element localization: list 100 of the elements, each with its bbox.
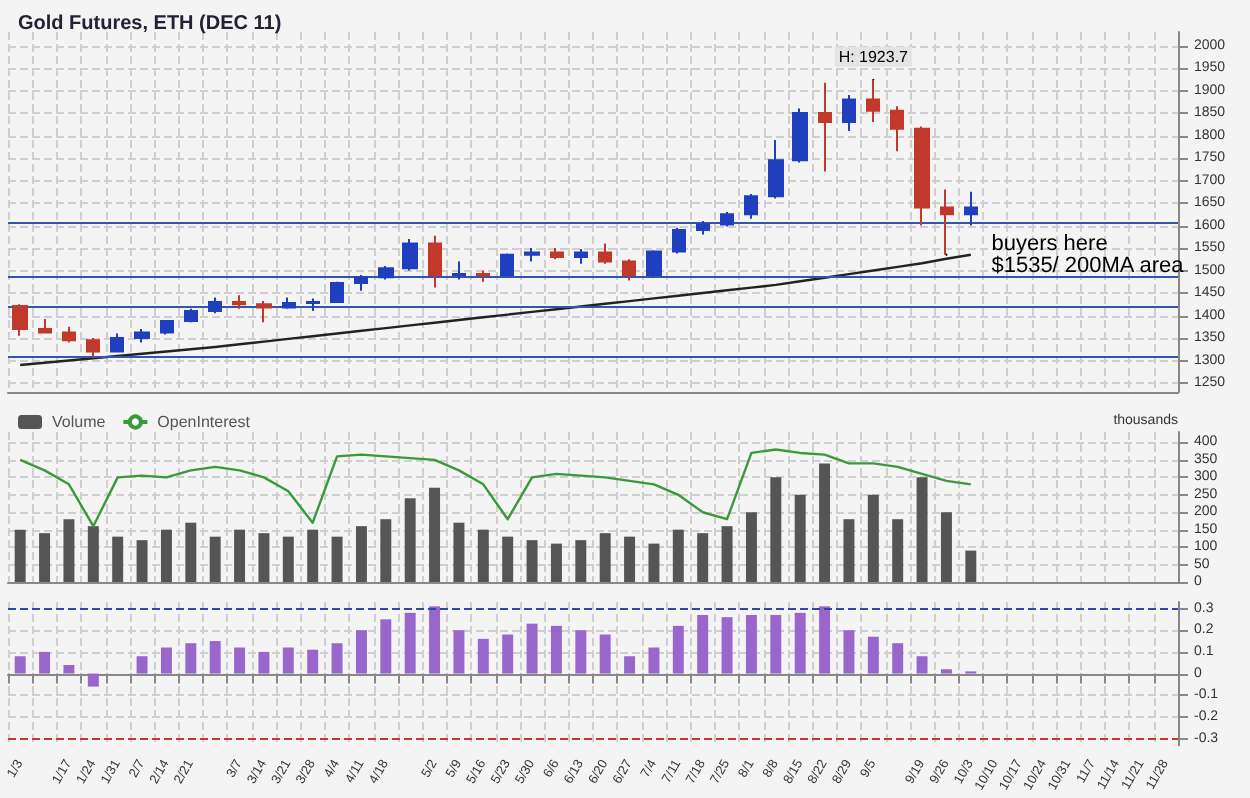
candlestick: [208, 296, 222, 315]
bar: [307, 649, 319, 674]
bar: [307, 529, 319, 582]
bar: [136, 656, 148, 674]
bar: [599, 533, 611, 582]
candlestick: [62, 325, 76, 344]
bar: [940, 512, 952, 582]
candlestick: [744, 193, 758, 220]
line-series: [18, 448, 973, 528]
bar: [87, 673, 99, 687]
bar: [819, 463, 831, 582]
bar: [892, 519, 904, 582]
bar: [258, 533, 270, 582]
bar: [136, 540, 148, 582]
candlestick: [354, 274, 368, 292]
candlestick: [160, 319, 174, 336]
candlestick: [452, 260, 466, 281]
bar: [965, 550, 977, 582]
candlestick: [282, 296, 296, 310]
bar: [234, 647, 246, 674]
bar: [355, 630, 367, 674]
candlestick: [818, 81, 832, 173]
bar: [745, 512, 757, 582]
legend-label: OpenInterest: [157, 413, 252, 431]
bar: [185, 522, 197, 582]
chart-title: Gold Futures, ETH (DEC 11): [18, 13, 282, 35]
bar: [39, 533, 51, 582]
bar: [63, 664, 75, 674]
bar: [282, 536, 294, 582]
bar: [526, 623, 538, 674]
candlestick: [646, 249, 662, 279]
candlestick: [914, 125, 930, 227]
bar: [745, 615, 757, 674]
bar: [63, 519, 75, 582]
bar: [843, 519, 855, 582]
candlestick: [428, 234, 442, 289]
candlestick: [402, 238, 418, 272]
bar: [648, 543, 660, 582]
bar: [477, 529, 489, 582]
candlestick: [12, 303, 28, 337]
bar: [697, 615, 709, 674]
bar: [258, 651, 270, 674]
bar: [14, 529, 26, 582]
bar: [355, 526, 367, 582]
candlestick: [256, 300, 272, 324]
legend-label: Volume: [52, 413, 107, 431]
bar: [819, 606, 831, 674]
bar: [234, 529, 246, 582]
bar: [477, 638, 489, 674]
bar: [624, 536, 636, 582]
candlestick: [622, 258, 636, 282]
candlestick: [550, 247, 564, 261]
bar: [721, 526, 733, 582]
candlestick: [330, 280, 344, 304]
candlestick: [696, 220, 710, 236]
candlestick: [500, 252, 514, 277]
bar: [453, 522, 465, 582]
bar: [916, 477, 928, 582]
bar: [721, 617, 733, 674]
bar: [502, 536, 514, 582]
bar: [429, 487, 441, 582]
candlestick: [86, 337, 100, 358]
candlestick: [476, 269, 490, 283]
bar: [380, 519, 392, 582]
bar: [331, 643, 343, 674]
candlestick: [792, 107, 808, 164]
candlestick: [842, 94, 856, 132]
candlestick: [598, 242, 612, 265]
bar: [624, 656, 636, 674]
candlestick: [890, 105, 904, 153]
bar: [185, 643, 197, 674]
bar: [404, 498, 416, 582]
candlestick: [720, 211, 734, 228]
bar: [794, 612, 806, 674]
bar: [916, 656, 928, 674]
bar: [672, 529, 684, 582]
bar: [599, 634, 611, 674]
candlestick: [768, 139, 784, 200]
bar: [14, 656, 26, 674]
bar: [160, 647, 172, 674]
candlestick: [232, 294, 246, 310]
candlestick: [110, 332, 124, 354]
bar: [39, 651, 51, 674]
bar: [867, 494, 879, 582]
bar: [331, 536, 343, 582]
bar: [160, 529, 172, 582]
bar: [843, 630, 855, 674]
bar: [697, 533, 709, 582]
bar: [770, 615, 782, 674]
bar: [404, 612, 416, 674]
bar: [550, 543, 562, 582]
bar: [892, 643, 904, 674]
bar: [209, 641, 221, 674]
candlestick: [184, 307, 198, 324]
candlestick: [378, 265, 394, 281]
bar: [429, 606, 441, 674]
bar: [648, 647, 660, 674]
bar: [575, 540, 587, 582]
candlestick: [574, 247, 588, 265]
bar: [526, 540, 538, 582]
